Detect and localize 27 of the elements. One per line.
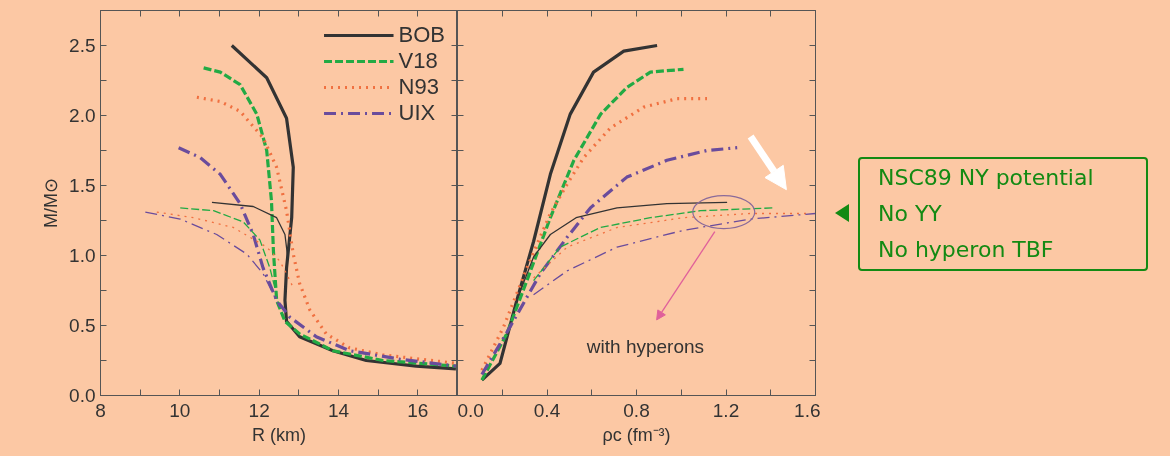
x-axis-title: ρc (fm⁻³) — [602, 424, 671, 445]
legend-label: UIX — [398, 100, 436, 126]
x-tick-label: 10 — [169, 399, 191, 421]
x-tick-label: 14 — [327, 399, 350, 421]
legend-label: N93 — [398, 74, 439, 100]
x-axis-title: R (km) — [252, 424, 306, 445]
y-tick-label: 1.0 — [69, 245, 96, 266]
text: NSC89 NY potential — [878, 164, 1095, 192]
y-tick-label: 0.0 — [69, 385, 96, 406]
text: No hyperon TBF — [878, 236, 1055, 264]
x-tick-label: 0.0 — [457, 399, 484, 421]
text: No YY — [878, 200, 943, 228]
legend-label: V18 — [398, 48, 438, 74]
y-axis-title: M/M⊙ — [41, 177, 62, 228]
y-tick-label: 2.0 — [69, 105, 96, 126]
x-tick-label: 8 — [95, 399, 106, 421]
y-tick-label: 0.5 — [69, 315, 96, 336]
x-tick-label: 12 — [248, 399, 270, 421]
legend-label: BOB — [398, 22, 445, 48]
x-tick-label: 16 — [407, 399, 429, 421]
x-tick-label: 1.6 — [794, 399, 821, 421]
y-tick-label: 1.5 — [69, 175, 96, 196]
annotation: with hyperons — [585, 336, 705, 357]
y-tick-label: 2.5 — [69, 35, 96, 56]
x-tick-label: 0.8 — [623, 399, 650, 421]
x-tick-label: 1.2 — [712, 399, 740, 421]
x-tick-label: 0.4 — [533, 399, 561, 421]
